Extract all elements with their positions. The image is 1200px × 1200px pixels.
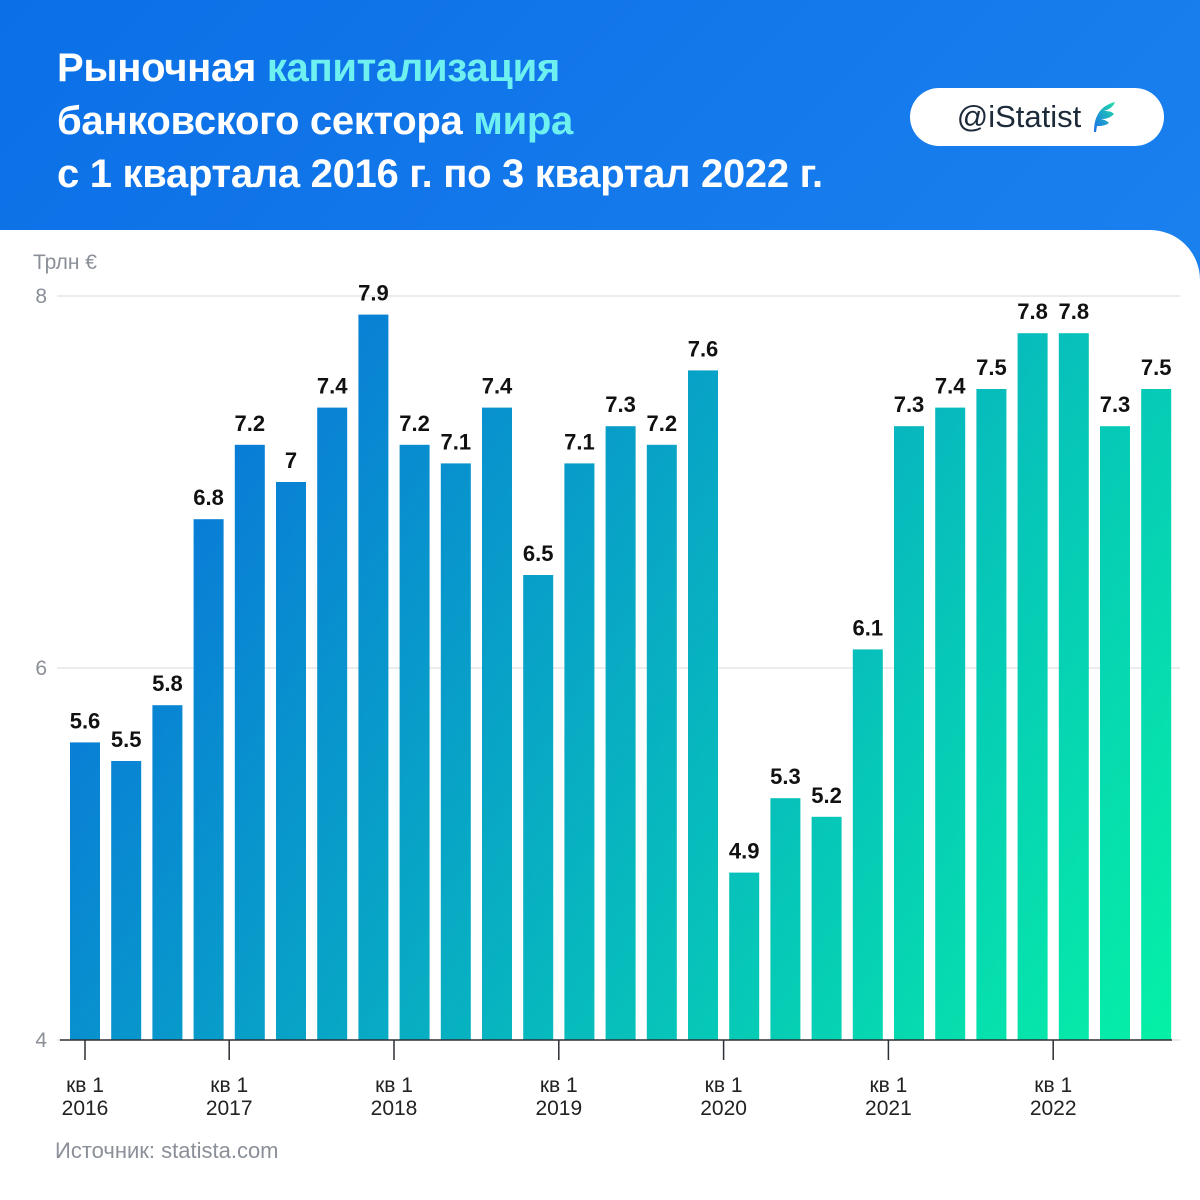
value-label: 7.8 <box>1059 299 1090 324</box>
value-label: 7.6 <box>688 336 719 361</box>
bars <box>70 314 1172 1041</box>
x-tick-year: 2022 <box>1030 1097 1077 1120</box>
bar <box>852 649 883 1040</box>
x-tick-quarter: кв 1 <box>540 1074 578 1097</box>
x-tick-year: 2016 <box>62 1097 109 1120</box>
bar <box>564 463 595 1040</box>
value-label: 7.9 <box>358 281 389 306</box>
value-label: 6.1 <box>853 615 884 640</box>
value-label: 4.9 <box>729 839 760 864</box>
bar <box>729 872 760 1040</box>
bar <box>976 389 1007 1040</box>
y-tick-label: 4 <box>35 1029 47 1052</box>
y-tick-label: 8 <box>35 285 47 308</box>
value-label: 5.5 <box>111 727 142 752</box>
bar <box>646 444 677 1040</box>
value-label: 7.1 <box>564 429 595 454</box>
x-tick-quarter: кв 1 <box>66 1074 104 1097</box>
value-label: 6.5 <box>523 541 554 566</box>
bar <box>1058 333 1089 1040</box>
bar <box>688 370 718 1040</box>
bar-chart: 4 6 8 5.6 5.5 5.8 6.8 7.2 7 7.4 7.9 7.2 7.1 7.4 6.5 7.… <box>33 251 1180 1120</box>
bar <box>193 519 224 1040</box>
value-label: 7.4 <box>482 374 513 399</box>
chart-card: 4 6 8 5.6 5.5 5.8 6.8 7.2 7 7.4 7.9 7.2 7.1 7.4 6.5 7.… <box>0 230 1200 1200</box>
bar <box>523 575 554 1040</box>
value-label: 7.4 <box>317 374 348 399</box>
x-tick-quarter: кв 1 <box>375 1074 413 1097</box>
value-label: 5.3 <box>770 764 801 789</box>
bar <box>399 444 430 1040</box>
x-tick-year: 2017 <box>206 1097 253 1120</box>
title-line1-a: Рыночная <box>57 46 267 90</box>
bar <box>935 407 966 1041</box>
bar <box>152 705 183 1040</box>
bar <box>234 444 265 1040</box>
bar <box>1141 389 1172 1040</box>
source-note: Источник: statista.com <box>55 1138 279 1163</box>
x-tick-year: 2019 <box>535 1097 582 1120</box>
header: Рыночная капитализация банковского секто… <box>0 0 1200 240</box>
value-label: 7.2 <box>647 411 678 436</box>
istatist-badge[interactable]: @iStatist <box>910 88 1164 146</box>
badge-handle: @iStatist <box>956 99 1082 134</box>
y-tick-label: 6 <box>35 657 47 680</box>
x-tick-quarter: кв 1 <box>1034 1074 1072 1097</box>
bar <box>440 463 471 1040</box>
value-label: 5.8 <box>152 671 183 696</box>
value-label: 7.3 <box>605 392 636 417</box>
value-label: 5.2 <box>811 783 842 808</box>
value-label: 7.2 <box>235 411 266 436</box>
x-tick-year: 2020 <box>700 1097 747 1120</box>
bar <box>811 816 842 1040</box>
chart-title: Рыночная капитализация банковского секто… <box>57 42 823 201</box>
x-tick-quarter: кв 1 <box>210 1074 248 1097</box>
value-label: 7.2 <box>399 411 430 436</box>
value-label: 5.6 <box>70 708 101 733</box>
bar <box>770 798 801 1040</box>
bar <box>605 426 636 1040</box>
value-label: 6.8 <box>193 485 224 510</box>
value-label: 7.4 <box>935 374 966 399</box>
bar <box>894 426 924 1040</box>
value-label: 7.5 <box>1141 355 1172 380</box>
bar <box>276 482 306 1040</box>
title-line3: с 1 квартала 2016 г. по 3 квартал 2022 г… <box>57 152 823 196</box>
value-label: 7.1 <box>441 429 472 454</box>
title-highlight-world: мира <box>473 99 573 143</box>
title-highlight-capitalization: капитализация <box>266 46 560 90</box>
value-label: 7.8 <box>1017 299 1048 324</box>
x-tick-year: 2021 <box>865 1097 912 1120</box>
bar <box>482 407 512 1041</box>
y-axis-label: Трлн € <box>33 251 97 274</box>
bar <box>358 314 389 1041</box>
title-line2-a: банковского сектора <box>57 99 474 143</box>
value-labels: 5.6 5.5 5.8 6.8 7.2 7 7.4 7.9 7.2 7.1 7.4 6.5 7.1 7.3… <box>70 281 1172 864</box>
bar <box>1100 426 1130 1040</box>
istatist-logo-icon <box>1094 102 1116 132</box>
bar <box>1017 333 1048 1040</box>
value-label: 7 <box>285 448 297 473</box>
value-label: 7.5 <box>976 355 1007 380</box>
bar <box>111 761 142 1040</box>
x-tick-year: 2018 <box>371 1097 418 1120</box>
bar <box>70 742 100 1040</box>
bar <box>317 407 348 1041</box>
value-label: 7.3 <box>1100 392 1131 417</box>
x-tick-quarter: кв 1 <box>705 1074 743 1097</box>
x-tick-quarter: кв 1 <box>869 1074 907 1097</box>
value-label: 7.3 <box>894 392 925 417</box>
